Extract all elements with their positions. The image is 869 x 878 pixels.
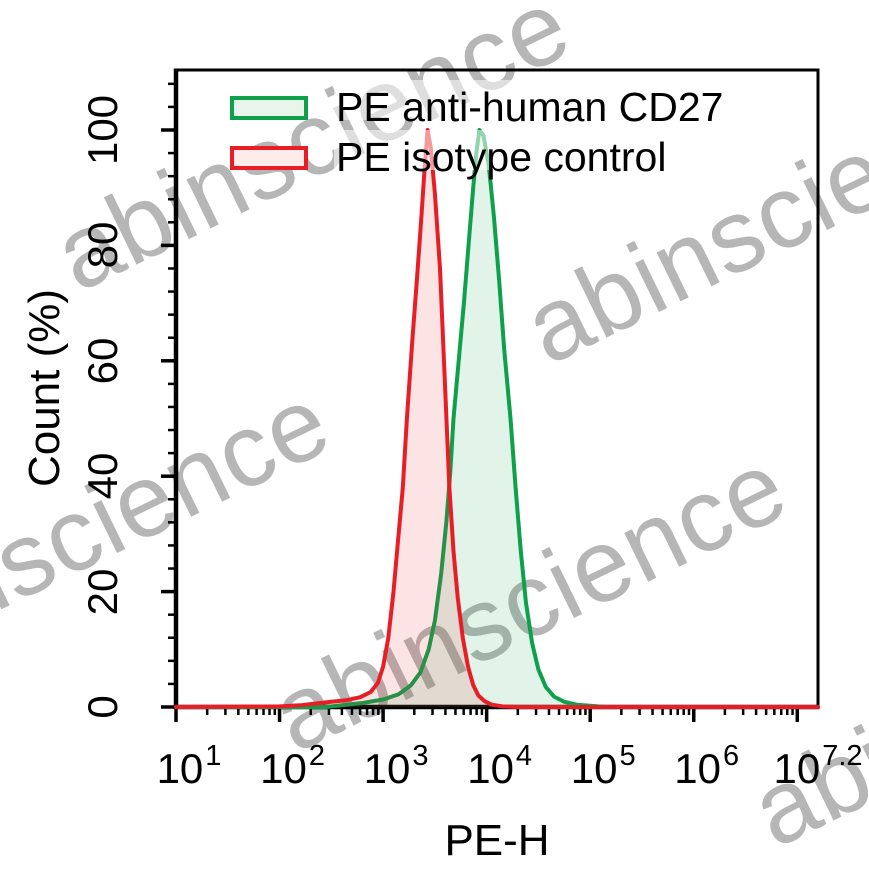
- x-tick-label: 107.2: [773, 740, 863, 792]
- x-tick-label: 106: [674, 740, 740, 792]
- y-tick-label: 0: [79, 695, 126, 719]
- x-tick-label: 101: [156, 740, 222, 792]
- y-tick-label: 100: [79, 94, 126, 166]
- histogram-fill-0: [176, 130, 818, 707]
- x-tick-label: 104: [467, 740, 533, 792]
- x-tick-label: 102: [260, 740, 325, 792]
- y-tick-label: 60: [79, 337, 126, 385]
- x-tick-label: 105: [570, 740, 636, 792]
- x-axis-title: PE-H: [444, 816, 550, 865]
- x-tick-label: 103: [363, 740, 429, 792]
- legend-text-backdrop: [334, 80, 750, 120]
- legend-item-isotype: PE isotype control: [230, 137, 666, 178]
- histogram-curve-1: [174, 128, 820, 709]
- legend-swatch-green: [230, 95, 308, 120]
- y-tick-label: 80: [79, 222, 126, 269]
- legend-label: PE isotype control: [336, 134, 667, 180]
- y-tick-label: 20: [79, 568, 126, 615]
- legend-text-backdrop: [334, 130, 696, 170]
- legend-label: PE anti-human CD27: [336, 84, 724, 130]
- legend-swatch-red: [230, 145, 308, 170]
- legend-item-cd27: PE anti-human CD27: [230, 87, 723, 128]
- y-axis-title: Count (%): [20, 288, 69, 488]
- y-tick-label: 40: [79, 452, 126, 500]
